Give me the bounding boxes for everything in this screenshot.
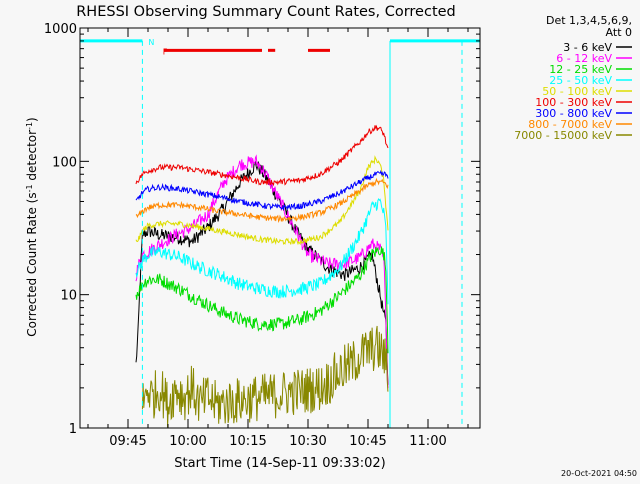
y-tick-label-100: 100 [52, 155, 77, 170]
series-line-7 [135, 177, 389, 224]
series-line-2 [135, 246, 389, 354]
x-axis-label: Start Time (14-Sep-11 09:33:02) [174, 456, 385, 471]
chart-title: RHESSI Observing Summary Count Rates, Co… [76, 4, 456, 20]
x-tick-label-5: 11:00 [409, 434, 446, 449]
annotation-n: N [148, 38, 154, 47]
y-axis-label-exp2: -1 [25, 122, 34, 130]
y-tick-label-10: 10 [60, 289, 77, 304]
y-axis-label-text: Corrected Count Rate (s [25, 192, 39, 336]
y-axis-label-exp1: -1 [25, 184, 34, 192]
x-tick-label-1: 10:00 [169, 434, 206, 449]
legend-label-8: 7000 - 15000 keV [514, 129, 612, 142]
series-line-1 [135, 154, 389, 389]
legend-label-7: 800 - 7000 keV [528, 118, 612, 131]
x-tick-label-0: 09:45 [109, 434, 146, 449]
legend-title-line-1: Att 0 [606, 26, 632, 39]
series-line-0 [135, 161, 389, 385]
y-axis-label: Corrected Count Rate (s-1 detector-1) [25, 117, 40, 336]
legend-label-4: 50 - 100 keV [542, 85, 612, 98]
x-tick-label-3: 10:30 [289, 434, 326, 449]
axes: 1 10 100 1000 09:45 10:00 10:15 10:30 10:45 11:00 [44, 22, 481, 449]
footer-timestamp: 20-Oct-2021 04:50 [561, 469, 637, 478]
annotation-f: F [163, 47, 168, 56]
legend-label-1: 6 - 12 keV [556, 52, 612, 65]
y-axis-label-paren: ) [25, 117, 39, 122]
legend-label-6: 300 - 800 keV [535, 107, 612, 120]
series-line-4 [135, 155, 389, 246]
series-line-8 [141, 325, 389, 428]
legend-label-5: 100 - 300 keV [535, 96, 612, 109]
x-tick-label-2: 10:15 [229, 434, 266, 449]
series-line-5 [135, 124, 389, 187]
x-tick-label-4: 10:45 [349, 434, 386, 449]
legend-label-0: 3 - 6 keV [563, 41, 612, 54]
series-line-3 [135, 197, 389, 305]
y-axis-label-text2: detector [25, 130, 39, 185]
plot-area: NF [80, 38, 480, 428]
plot-frame [79, 27, 481, 429]
y-tick-label-1000: 1000 [44, 22, 77, 37]
legend-label-2: 12 - 25 keV [549, 63, 612, 76]
y-tick-label-1: 1 [69, 422, 77, 437]
legend-label-3: 25 - 50 keV [549, 74, 612, 87]
series-line-6 [135, 169, 389, 211]
legend-title-line-0: Det 1,3,4,5,6,9, [546, 14, 632, 27]
